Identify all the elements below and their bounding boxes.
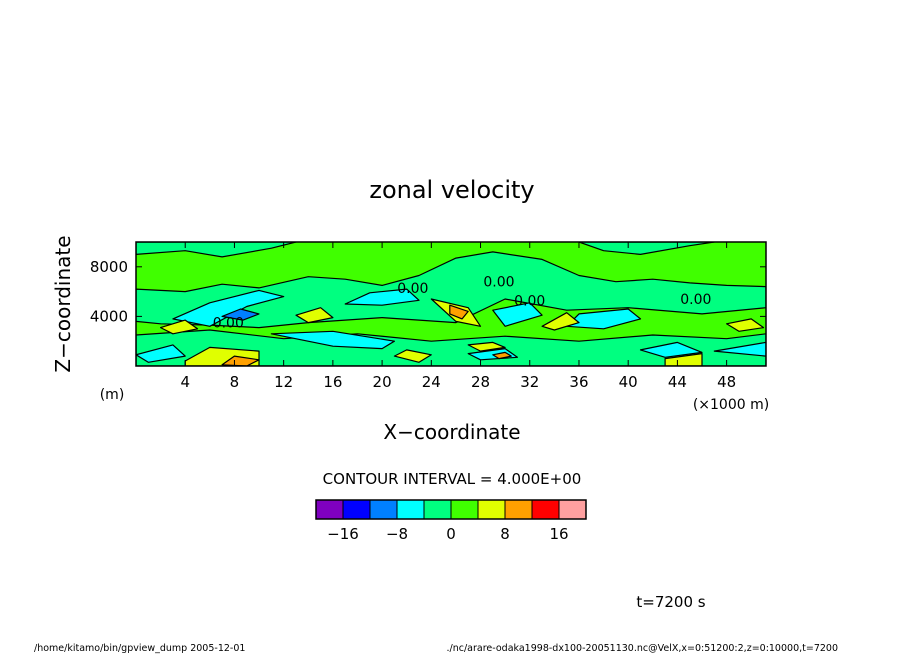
contour-region bbox=[344, 288, 420, 306]
y-unit-label: (m) bbox=[100, 387, 125, 403]
colorbar-swatch bbox=[315, 499, 344, 520]
contour-region bbox=[221, 308, 260, 321]
x-tick-label: 48 bbox=[717, 373, 736, 391]
x-tick-label: 36 bbox=[569, 373, 588, 391]
colorbar-swatch bbox=[477, 499, 506, 520]
colorbar: −16 −8 0 8 16 bbox=[315, 499, 587, 543]
contour-region bbox=[492, 351, 512, 360]
contour-region bbox=[578, 242, 715, 255]
colorbar-swatch bbox=[558, 499, 587, 520]
x-tick-label: 4 bbox=[180, 373, 190, 391]
time-label: t=7200 s bbox=[636, 593, 705, 611]
contour-region bbox=[541, 312, 580, 331]
contour-region bbox=[639, 341, 703, 358]
y-axis: 4000 8000 bbox=[90, 258, 766, 325]
contour-region bbox=[160, 319, 199, 335]
contour-region bbox=[172, 289, 285, 327]
contour-label: 0.00 bbox=[213, 316, 244, 332]
contour-region bbox=[713, 341, 766, 357]
x-tick-label: 12 bbox=[274, 373, 293, 391]
y-tick-label: 4000 bbox=[90, 307, 128, 325]
x-tick-label: 20 bbox=[373, 373, 392, 391]
x-axis: 4 8 12 16 20 24 28 32 36 40 44 48 bbox=[180, 242, 736, 391]
contour-label: 0.00 bbox=[483, 275, 514, 291]
x-tick-label: 32 bbox=[520, 373, 539, 391]
contour-region bbox=[393, 349, 432, 363]
colorbar-swatch bbox=[396, 499, 425, 520]
colorbar-swatch bbox=[342, 499, 371, 520]
contour-interval-label: CONTOUR INTERVAL = 4.000E+00 bbox=[323, 470, 582, 488]
contour-region bbox=[295, 307, 334, 324]
x-tick-label: 44 bbox=[668, 373, 687, 391]
colorbar-tick-label: 16 bbox=[549, 525, 568, 543]
contour-label: 0.00 bbox=[514, 293, 545, 309]
contour-region bbox=[492, 302, 543, 327]
footer-right: ./nc/arare-odaka1998-dx100-20051130.nc@V… bbox=[447, 643, 839, 654]
colorbar-frame bbox=[315, 499, 587, 520]
x-unit-label: (×1000 m) bbox=[693, 397, 769, 413]
contour-region bbox=[726, 318, 765, 332]
contour-region bbox=[136, 344, 186, 363]
colorbar-tick-label: −16 bbox=[327, 525, 359, 543]
contour-label: 0.00 bbox=[680, 292, 711, 308]
x-tick-label: 28 bbox=[471, 373, 490, 391]
x-tick-label: 16 bbox=[323, 373, 342, 391]
contour-label: 0.00 bbox=[397, 281, 428, 297]
contour-region bbox=[467, 341, 506, 352]
footer-left: /home/kitamo/bin/gpview_dump 2005-12-01 bbox=[34, 643, 245, 654]
colorbar-swatch bbox=[531, 499, 560, 520]
heatmap-area: 0.000.00 0.000.00 0.00 bbox=[135, 241, 767, 367]
contour-region bbox=[136, 329, 766, 366]
colorbar-swatch bbox=[369, 499, 398, 520]
x-axis-label: X−coordinate bbox=[383, 420, 520, 444]
colorbar-tick-label: −8 bbox=[386, 525, 408, 543]
colorbar-swatch bbox=[423, 499, 452, 520]
contour-region bbox=[664, 353, 703, 366]
colorbar-swatch bbox=[450, 499, 479, 520]
y-axis-label: Z−coordinate bbox=[51, 235, 75, 372]
y-tick-label: 8000 bbox=[90, 258, 128, 276]
x-tick-label: 24 bbox=[422, 373, 441, 391]
colorbar-tick-label: 0 bbox=[446, 525, 456, 543]
contour-region bbox=[449, 304, 469, 320]
colorbar-swatch bbox=[504, 499, 533, 520]
contour-region bbox=[136, 251, 766, 329]
x-tick-label: 40 bbox=[619, 373, 638, 391]
x-tick-label: 8 bbox=[230, 373, 240, 391]
colorbar-tick-label: 8 bbox=[500, 525, 510, 543]
plot-frame bbox=[135, 241, 767, 367]
contour-region bbox=[270, 330, 395, 350]
chart-title: zonal velocity bbox=[369, 176, 534, 204]
contour-region bbox=[136, 242, 297, 258]
